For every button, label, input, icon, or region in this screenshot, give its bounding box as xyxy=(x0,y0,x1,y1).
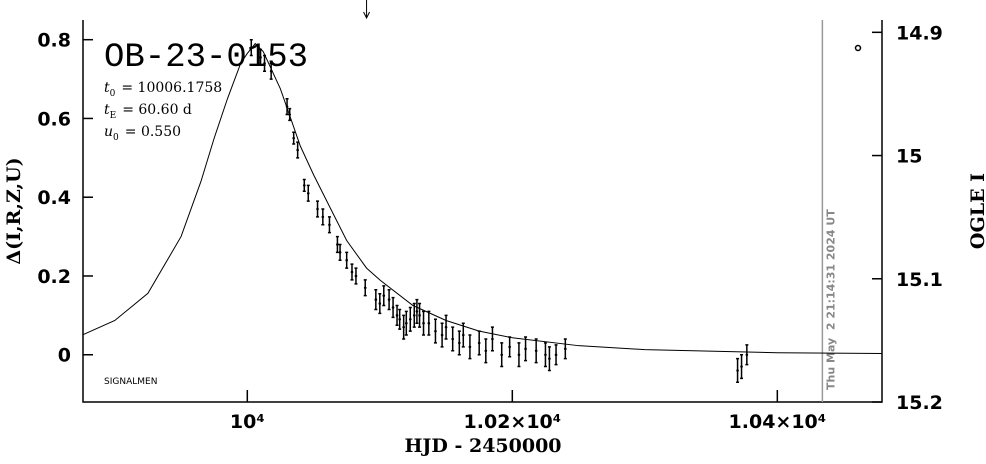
data-point xyxy=(395,314,399,317)
data-point xyxy=(477,341,481,345)
x-axis-label: HJD - 2450000 xyxy=(404,435,561,457)
data-point xyxy=(544,353,547,357)
data-point xyxy=(405,321,408,325)
chart-title: OB-23-0153 xyxy=(104,39,308,77)
data-point xyxy=(321,215,325,219)
data-point xyxy=(378,302,382,305)
data-point xyxy=(288,113,292,116)
data-point xyxy=(412,314,416,317)
data-point xyxy=(564,347,567,351)
data-point xyxy=(554,353,558,357)
data-point xyxy=(338,251,342,254)
data-point xyxy=(328,223,331,227)
param-value: = 0.550 xyxy=(125,124,181,140)
y-tick-label: 0.8 xyxy=(37,30,71,52)
x-tick-label: 10⁴ xyxy=(230,411,265,433)
data-point xyxy=(292,136,295,140)
data-point xyxy=(402,325,405,329)
data-point xyxy=(374,298,378,301)
data-point xyxy=(468,345,472,349)
data-point xyxy=(534,349,538,353)
y2-axis-label: OGLE I xyxy=(967,173,986,249)
timestamp: Thu May 2 21:14:31 2024 UT xyxy=(824,209,837,390)
data-point xyxy=(259,56,262,59)
data-point xyxy=(434,329,437,333)
model-curve xyxy=(82,42,883,355)
data-point xyxy=(249,46,253,49)
axis-frame xyxy=(82,20,883,403)
data-point xyxy=(387,298,391,301)
x-tick-label: 1.02×10⁴ xyxy=(464,411,562,433)
data-point xyxy=(363,286,367,290)
data-point xyxy=(736,369,739,372)
data-point xyxy=(391,306,395,309)
data-point xyxy=(418,314,421,317)
data-point xyxy=(484,349,488,353)
data-point xyxy=(302,184,306,187)
data-point xyxy=(548,357,551,360)
event-arrow xyxy=(363,0,371,20)
param-value: = 60.60 d xyxy=(122,102,192,118)
param-symbol: t xyxy=(104,102,110,118)
param-symbol: t xyxy=(104,80,110,96)
data-point xyxy=(345,258,348,262)
param: u0 = 0.550 xyxy=(104,124,181,143)
data-point xyxy=(354,274,358,278)
data-point xyxy=(408,317,412,321)
y-tick-label: 0.4 xyxy=(37,187,71,209)
y2-tick-label: 15.1 xyxy=(896,269,943,291)
y-tick-label: 0.6 xyxy=(37,108,71,130)
param-sub: 0 xyxy=(113,133,119,143)
data-point xyxy=(398,317,401,321)
data-point xyxy=(296,148,299,152)
data-point xyxy=(422,321,425,325)
data-point xyxy=(336,243,339,246)
data-point xyxy=(306,191,310,195)
param: tE = 60.60 d xyxy=(104,102,192,121)
param-sub: E xyxy=(110,111,117,121)
y2-tick-label: 15.2 xyxy=(896,392,943,414)
data-point xyxy=(269,69,273,73)
data-point xyxy=(461,333,465,337)
data-point xyxy=(745,353,749,357)
y2-tick-label: 14.9 xyxy=(896,22,943,44)
data-point xyxy=(316,207,319,211)
data-point xyxy=(524,347,527,351)
credit: SIGNALMEN xyxy=(104,377,157,387)
data-point xyxy=(263,62,266,65)
x-tick-label: 1.04×10⁴ xyxy=(729,411,827,433)
y-tick-label: 0.2 xyxy=(37,266,71,288)
dataset-symbol xyxy=(854,44,862,52)
data-point xyxy=(500,353,504,357)
param-sub: 0 xyxy=(110,89,116,99)
data-point xyxy=(451,337,454,341)
param: t0 = 10006.1758 xyxy=(104,80,222,99)
data-point xyxy=(740,365,743,368)
data-point xyxy=(491,337,494,341)
y2-tick-label: 15 xyxy=(896,146,922,168)
y-tick-label: 0 xyxy=(58,345,71,367)
param-symbol: u xyxy=(104,124,113,140)
data-point xyxy=(517,353,521,357)
data-point xyxy=(508,345,511,349)
data-point xyxy=(382,294,386,297)
data-point xyxy=(415,310,419,313)
param-value: = 10006.1758 xyxy=(121,80,222,96)
data-point xyxy=(285,105,289,108)
data-point xyxy=(427,321,431,325)
data-point xyxy=(440,333,444,337)
data-point xyxy=(458,341,461,345)
data-point xyxy=(444,325,448,329)
y-axis-label: Δ(I,R,Z,U) xyxy=(3,157,25,264)
data-point xyxy=(350,270,354,274)
